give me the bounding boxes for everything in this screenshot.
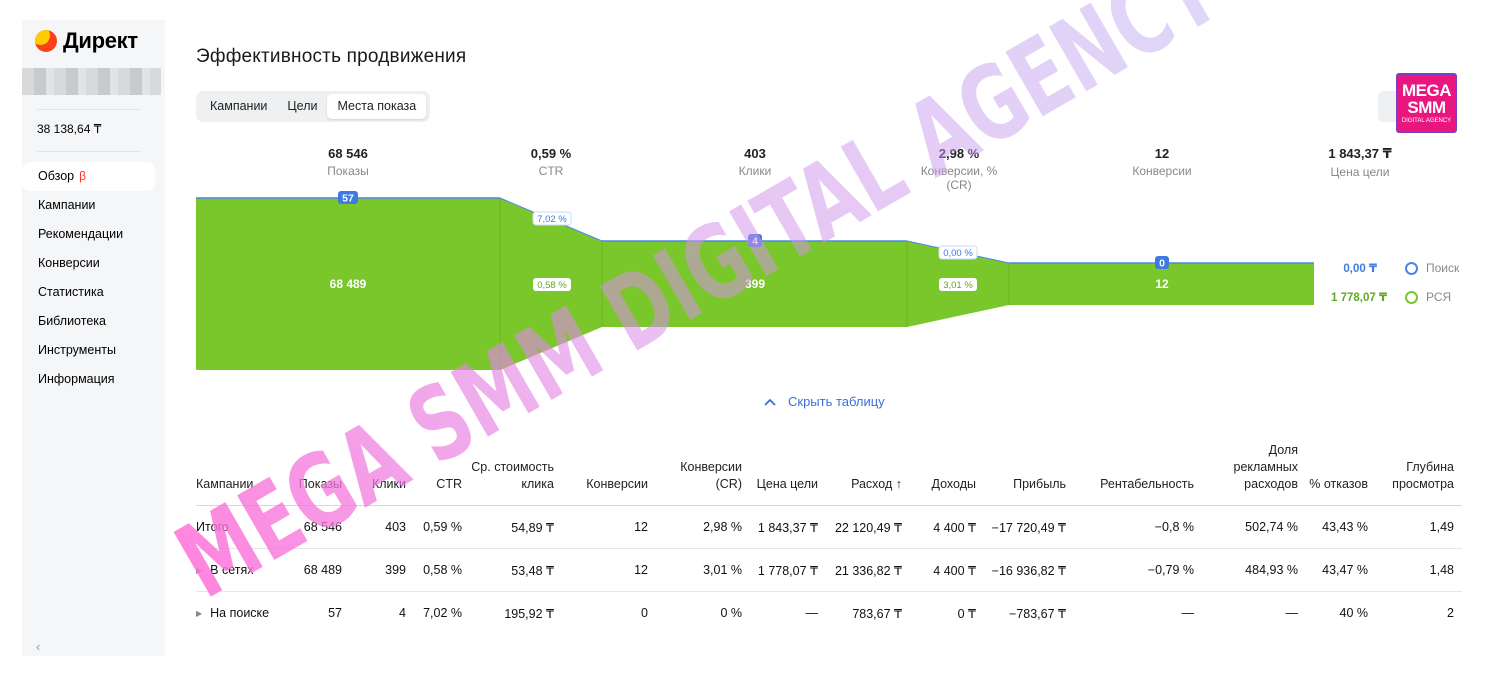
rsy-label-clicks: 399 — [745, 277, 765, 291]
search-badge-clicks — [748, 234, 762, 247]
tab-bar: Кампании Цели Места показа — [196, 91, 431, 122]
sidebar-item-overview[interactable]: Обзор β — [22, 162, 155, 191]
account-balance: 38 138,64 ₸ — [37, 122, 102, 136]
col-goal-cost[interactable]: Цена цели — [750, 442, 826, 506]
search-transition-badge-cr — [938, 245, 978, 260]
search-label-impressions: 57 — [342, 193, 354, 205]
col-ad-share[interactable]: Доля рекламных расходов — [1202, 442, 1306, 506]
col-clicks[interactable]: Клики — [350, 442, 414, 506]
beta-badge: β — [79, 169, 87, 183]
sidebar-item-library[interactable]: Библиотека — [38, 314, 106, 328]
rsy-transition-badge-cr — [939, 278, 977, 291]
rsy-label-impressions: 68 489 — [330, 277, 367, 291]
legend-rsy[interactable]: РСЯ — [1405, 290, 1451, 304]
chevron-up-icon — [764, 394, 776, 409]
metric-conversions: 12 Конверсии — [1132, 146, 1192, 178]
yandex-logo-icon — [35, 30, 57, 52]
tab-campaigns[interactable]: Кампании — [210, 99, 268, 113]
mega-smm-logo: MEGA SMM DIGITAL AGENCY — [1396, 73, 1457, 133]
sidebar-item-recommendations[interactable]: Рекомендации — [38, 227, 124, 241]
collapse-sidebar-icon[interactable]: ‹ — [36, 639, 41, 654]
rsy-label-conversions: 12 — [1155, 277, 1169, 291]
rsy-transition-label-cr: 3,01 % — [943, 280, 973, 291]
funnel-rsy-stage-clicks[interactable] — [602, 241, 907, 327]
logo[interactable]: Директ — [35, 28, 138, 54]
funnel-rsy-stage-conversions[interactable] — [1009, 263, 1314, 305]
metric-ctr: 0,59 % CTR — [530, 146, 572, 178]
legend-search-value: 0,00 ₸ — [1343, 263, 1377, 275]
expand-triangle-icon[interactable]: ▶ — [196, 609, 203, 618]
rsy-transition-label-ctr: 0,58 % — [537, 280, 567, 291]
col-impressions[interactable]: Показы — [292, 442, 350, 506]
stats-table: Кампании Показы Клики CTR Ср. стоимость … — [196, 442, 1462, 634]
logo-text: Директ — [63, 28, 138, 53]
search-transition-label-ctr: 7,02 % — [537, 214, 567, 225]
col-cr[interactable]: Конверсии (CR) — [656, 442, 750, 506]
sidebar-item-statistics[interactable]: Статистика — [38, 285, 104, 299]
sidebar: Директ 38 138,64 ₸ Обзор β Кампании Реком… — [22, 20, 165, 656]
table-row-networks[interactable]: ▶ В сетях 68 489 399 0,58 % 53,48 ₸ 12 3,01 % 1 … — [196, 548, 1462, 592]
divider — [37, 109, 141, 110]
col-ctr[interactable]: CTR — [414, 442, 470, 506]
search-transition-badge-ctr — [532, 211, 572, 226]
rsy-dot-icon — [1405, 290, 1418, 304]
table-row-search[interactable]: ▶ На поиске 57 4 7,02 % 195,92 ₸ 0 0 % —783,67 ₸… — [196, 591, 1462, 634]
sidebar-item-tools[interactable]: Инструменты — [38, 343, 116, 357]
col-avg-cpc[interactable]: Ср. стоимость клика — [470, 442, 562, 506]
search-badge-impressions — [338, 191, 358, 204]
page-title: Эффективность продвижения — [196, 46, 467, 67]
tab-goals[interactable]: Цели — [287, 99, 318, 113]
col-campaigns[interactable]: Кампании — [196, 442, 292, 506]
funnel-rsy-stage-impressions[interactable] — [196, 198, 500, 370]
account-name-blurred[interactable] — [22, 68, 161, 95]
metric-goal-cost: 1 843,37 ₸ Цена цели — [1328, 146, 1392, 179]
sidebar-item-campaigns[interactable]: Кампании — [38, 198, 96, 212]
metric-clicks: 403 Клики — [738, 146, 772, 178]
hide-table-button[interactable]: Скрыть таблицу — [764, 394, 885, 409]
metric-impressions: 68 546 Показы — [327, 146, 369, 178]
divider — [37, 151, 141, 152]
tab-placements[interactable]: Места показа — [327, 94, 427, 119]
table-row-total: Итого 68 546 403 0,59 % 54,89 ₸ 12 2,98 % 1 843… — [196, 505, 1462, 549]
search-badge-conversions — [1155, 256, 1169, 269]
metric-cr: 2,98 % Конверсии, % (CR) — [920, 146, 998, 192]
rsy-transition-badge-ctr — [533, 278, 571, 291]
legend-rsy-value: 1 778,07 ₸ — [1331, 292, 1387, 304]
legend-search[interactable]: Поиск — [1405, 261, 1459, 275]
col-revenue[interactable]: Доходы — [910, 442, 984, 506]
col-depth[interactable]: Глубина просмотра — [1376, 442, 1462, 506]
table-header: Кампании Показы Клики CTR Ср. стоимость … — [196, 442, 1462, 506]
col-profitability[interactable]: Рентабельность — [1074, 442, 1202, 506]
sidebar-item-information[interactable]: Информация — [38, 372, 115, 386]
sidebar-item-conversions[interactable]: Конверсии — [38, 256, 100, 270]
col-spend[interactable]: Расход ↑ — [826, 442, 910, 506]
col-conversions[interactable]: Конверсии — [562, 442, 656, 506]
search-label-conversions: 0 — [1159, 258, 1165, 270]
search-transition-label-cr: 0,00 % — [943, 248, 973, 259]
sidebar-nav: Обзор β Кампании Рекомендации Конверсии С… — [22, 162, 155, 394]
search-label-clicks: 4 — [752, 236, 758, 248]
col-bounce[interactable]: % отказов — [1306, 442, 1376, 506]
search-dot-icon — [1405, 261, 1418, 275]
expand-triangle-icon[interactable]: ▶ — [196, 566, 203, 575]
col-profit[interactable]: Прибыль — [984, 442, 1074, 506]
